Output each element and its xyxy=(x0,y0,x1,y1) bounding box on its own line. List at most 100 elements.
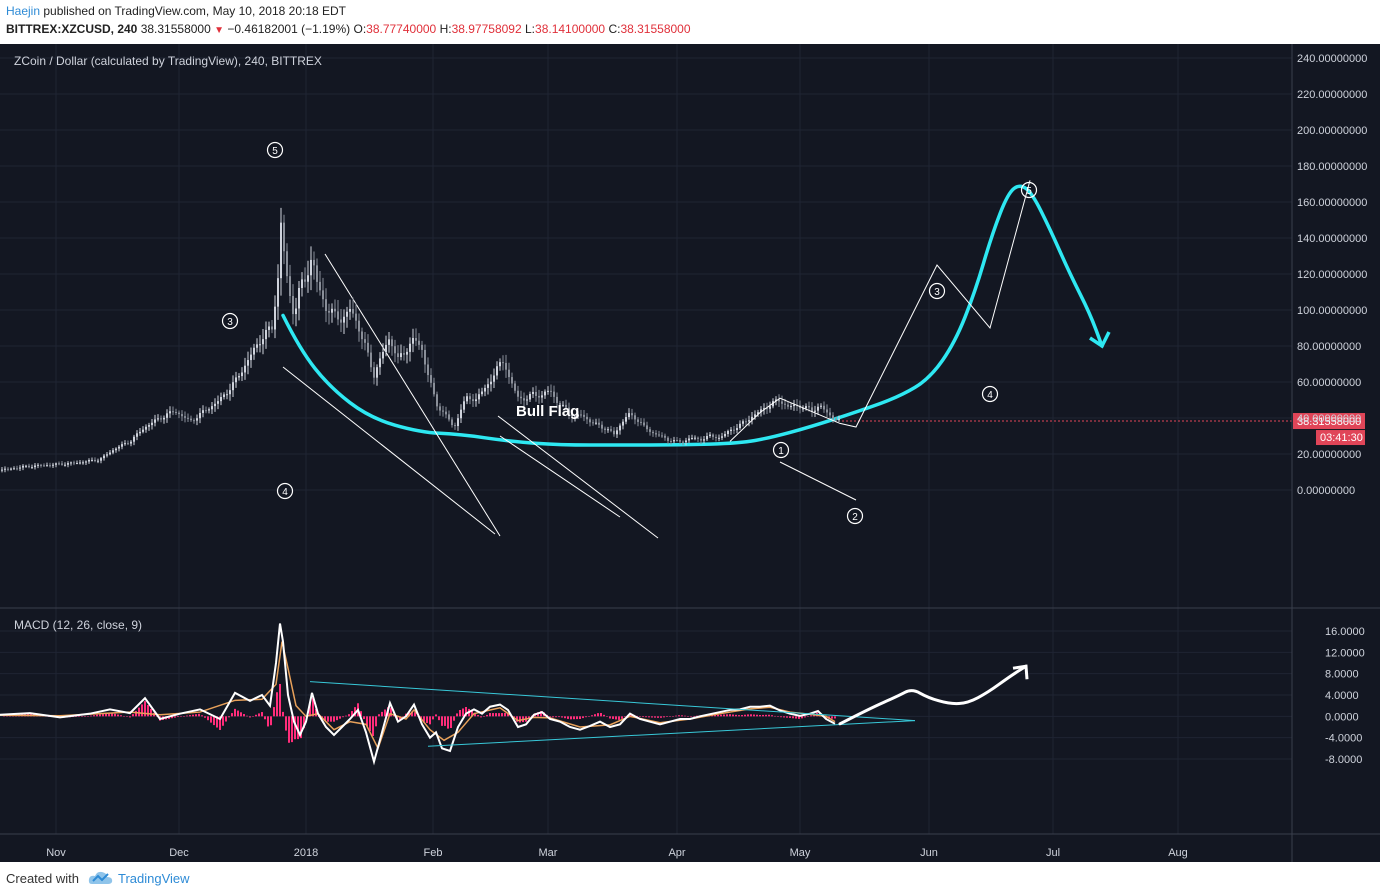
candle-body xyxy=(313,259,315,266)
histogram-bar xyxy=(507,712,509,717)
wave-marker-circle xyxy=(266,141,284,159)
candle-body xyxy=(277,278,279,307)
histogram-bar xyxy=(426,716,428,724)
histogram-bar xyxy=(123,715,125,717)
histogram-bar xyxy=(561,716,563,718)
wave-labels: 5 3 4 1 2 3 4 5 xyxy=(221,141,1038,525)
candle-body xyxy=(61,463,63,465)
candle-body xyxy=(358,320,360,332)
x-tick-label: Feb xyxy=(424,847,443,859)
candle-body xyxy=(10,468,12,470)
candle-body xyxy=(70,462,72,464)
histogram-bar xyxy=(720,714,722,717)
candle-body xyxy=(478,394,480,400)
histogram-bar xyxy=(102,713,104,717)
open-value: 38.77740000 xyxy=(366,22,437,36)
wave-marker-label: 5 xyxy=(1026,186,1032,197)
candle-body xyxy=(655,433,657,435)
candle-body xyxy=(670,440,672,442)
cup-arrowhead xyxy=(1089,331,1111,349)
histogram-bar xyxy=(330,716,332,722)
histogram-bar xyxy=(174,716,176,718)
histogram-bar xyxy=(807,716,809,717)
candle-body xyxy=(346,311,348,317)
last-price-badge xyxy=(1293,413,1365,430)
candle-body xyxy=(352,309,354,314)
wave-marker-circle xyxy=(772,441,790,459)
histogram-bar xyxy=(597,713,599,717)
x-tick-label: Dec xyxy=(169,847,189,859)
candle-body xyxy=(325,299,327,312)
histogram-bar xyxy=(177,716,179,717)
candle-body xyxy=(265,329,267,340)
histogram-bar xyxy=(147,705,149,717)
candle-body xyxy=(469,396,471,400)
histogram-bar xyxy=(249,716,251,718)
candle-body xyxy=(307,275,309,282)
tradingview-cloud-icon[interactable] xyxy=(88,870,114,886)
candle-body xyxy=(604,428,606,430)
candle-body xyxy=(775,399,777,402)
candle-body xyxy=(463,401,465,410)
candle-body xyxy=(736,428,738,431)
candle-body xyxy=(364,339,366,343)
candle-body xyxy=(199,412,201,419)
histogram-bar xyxy=(336,716,338,721)
trend-line xyxy=(324,253,501,537)
candle-body xyxy=(454,425,456,427)
candle-body xyxy=(184,416,186,418)
candle-body xyxy=(712,434,714,437)
histogram-bar xyxy=(624,716,626,717)
histogram-bar xyxy=(792,716,794,719)
histogram-bar xyxy=(285,716,287,731)
histogram-bar xyxy=(831,716,833,719)
histogram-bar xyxy=(573,716,575,720)
chart-background xyxy=(0,44,1380,862)
price-change: −0.46182001 (−1.19%) xyxy=(227,22,351,36)
candle-body xyxy=(82,462,84,464)
candle-body xyxy=(679,440,681,442)
histogram-bar xyxy=(252,716,254,717)
candle-body xyxy=(190,418,192,421)
x-tick-label: Jul xyxy=(1046,847,1060,859)
wave-marker-label: 3 xyxy=(934,287,940,298)
candle-body xyxy=(166,413,168,418)
candle-body xyxy=(49,465,51,467)
histogram-bar xyxy=(762,714,764,717)
candle-body xyxy=(487,384,489,388)
candle-body xyxy=(751,416,753,421)
histogram-bar xyxy=(363,716,365,720)
histogram-bar xyxy=(741,715,743,717)
candle-body xyxy=(484,387,486,392)
histogram-bar xyxy=(675,715,677,717)
candle-body xyxy=(562,404,564,406)
candle-body xyxy=(427,364,429,376)
candle-body xyxy=(43,465,45,467)
candle-body xyxy=(502,362,504,364)
histogram-bar xyxy=(315,708,317,717)
candle-body xyxy=(742,421,744,424)
candle-body xyxy=(706,435,708,440)
trend-line xyxy=(499,435,621,518)
histogram-bar xyxy=(267,716,269,727)
candle-body xyxy=(694,437,696,439)
histogram-bar xyxy=(360,711,362,717)
countdown-badge xyxy=(1316,430,1365,446)
candle-body xyxy=(664,435,666,438)
tradingview-link[interactable]: TradingView xyxy=(118,871,190,886)
candle-body xyxy=(733,429,735,431)
histogram-bar xyxy=(114,713,116,717)
histogram-bar xyxy=(99,714,101,717)
last-price: 38.31558000 xyxy=(140,22,211,36)
candle-body xyxy=(466,396,468,402)
author-link[interactable]: Haejin xyxy=(6,4,41,18)
candle-body xyxy=(700,438,702,441)
histogram-bar xyxy=(351,711,353,717)
candle-body xyxy=(802,408,804,410)
candle-body xyxy=(292,296,294,315)
price-tick-label: 100.00000000 xyxy=(1297,305,1367,317)
candle-body xyxy=(544,391,546,396)
histogram-bar xyxy=(93,715,95,717)
candle-body xyxy=(514,383,516,391)
